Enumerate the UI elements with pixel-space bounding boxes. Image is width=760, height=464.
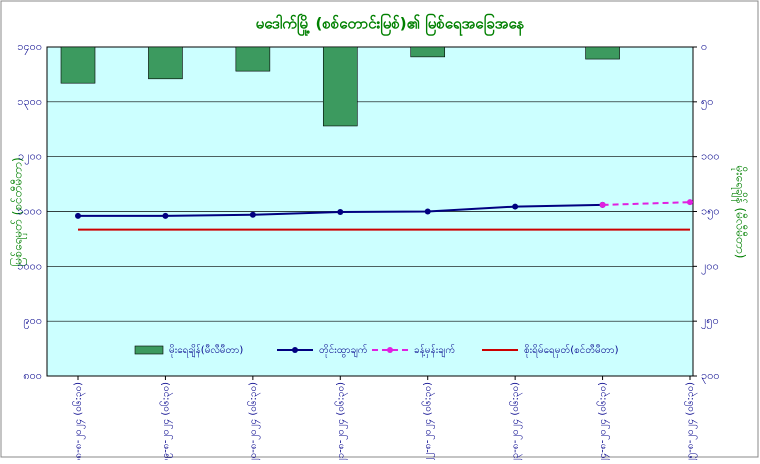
x-tick-label: ၂၃-၈-၂၀၂၄ (၀၆:၃၀) [508,382,523,460]
y2-tick-label: ၃၀၀ [701,369,720,384]
x-tick-label: ၂၂-၈-၂၀၂၄ (၀၆:၃၀) [421,382,436,460]
rain-bar [60,46,96,84]
rain-bar [585,46,620,60]
y-tick-label: ၁၃၀၀ [17,95,42,110]
rain-bar [322,46,358,127]
line-point [599,201,606,208]
y2-tick-label: ၅၀ [701,95,713,110]
y2-tick-label: ၂၅၀ [701,314,719,329]
legend-label: ခန့်မှန်းချက် [414,343,455,358]
x-tick-label: ၂၅-၈-၂၀၂၄ (၀၆:၃၀) [683,382,698,460]
y-tick-label: ၁၄၀၀ [17,40,42,55]
y2-tick-label: ၁၅၀ [701,205,720,220]
x-tick-label: ၁၈-၈-၂၀၂၄ (၀၆:၃၀) [71,382,86,460]
legend-label: တိုင်းထွာချက် [319,343,368,358]
line-point [75,212,81,219]
legend-marker [387,347,393,353]
line-point [162,212,169,219]
x-tick-label: ၂၁-၈-၂၀၂၄ (၀၆:၃၀) [333,382,348,460]
y2-tick-label: ၁၀၀ [701,150,720,163]
legend-marker [292,347,298,353]
x-tick-label: ၂၀-၈-၂၀၂၄ (၀၆:၃၀) [246,382,261,460]
line-point [424,208,431,215]
y-tick-label: ၁၂၀၀ [18,150,42,165]
x-tick-label: ၂၄-၈-၂၀၂၄ (၀၆:၃၀) [596,382,611,460]
y-axis-label: မြစ်ရေမှတ် (စင်တီမီတာ) [9,157,28,266]
rain-bar [410,46,446,58]
rain-bar [235,46,271,72]
rain-bar [148,46,183,80]
line-point [337,209,344,216]
line-point [687,199,693,206]
legend-swatch [134,345,164,355]
legend-label: မိုးရေချိန်(မီလီမီတာ) [169,343,243,358]
x-tick-label: ၁၉-၈-၂၀၂၄ (၀၆:၃၀) [158,382,173,460]
y-tick-label: ၁၀၀၀ [17,259,42,272]
y2-axis-label: မိုးရေချိန် (မီလီမီတာ) [731,166,749,259]
line-point [249,211,256,218]
y-tick-label: ၉၀၀ [23,314,42,329]
legend-label: စိုးရိမ်ရေမှတ်(စင်တီမီတာ) [524,343,619,358]
y2-tick-label: ၂၀၀ [701,259,719,274]
y-tick-label: ၁၁၀၀ [17,205,42,218]
y2-tick-label: ၀ [701,40,707,53]
y-tick-label: ၈၀၀ [23,369,42,382]
line-point [512,203,519,210]
series-line [602,201,691,206]
